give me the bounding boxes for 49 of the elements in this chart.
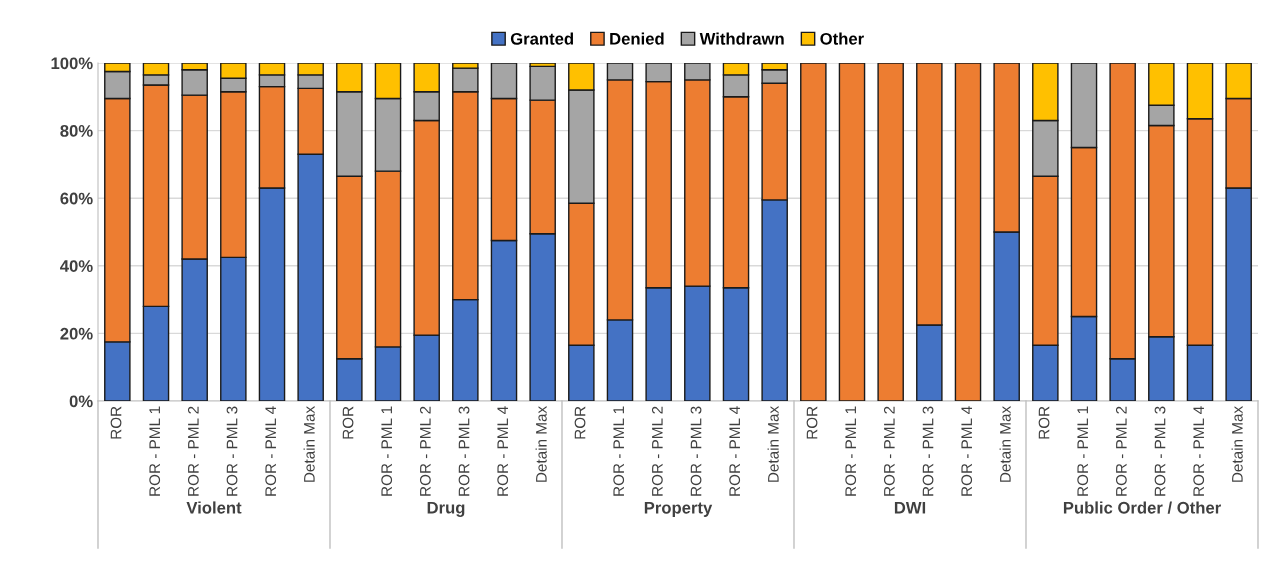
x-tick-label: ROR - PML 4 [265, 406, 277, 496]
legend-label: Denied [610, 32, 664, 45]
bar [800, 63, 827, 401]
x-tick-label: Detain Max [1231, 406, 1243, 482]
x-tick-label: ROR - PML 2 [187, 406, 199, 496]
text: Property [644, 502, 713, 517]
x-tick-label: Detain Max [303, 406, 315, 482]
text: Public Order / Other [1063, 501, 1221, 514]
x-tick-label: ROR - PML 2 [651, 406, 663, 496]
text: DWI [894, 502, 926, 514]
x-tick-label: Detain Max [767, 406, 779, 482]
x-tick-label: ROR - PML 4 [961, 406, 973, 496]
x-tick-label: Detain Max [999, 406, 1011, 482]
x-tick-label: ROR - PML 2 [883, 406, 895, 496]
y-tick-label: 80% [60, 125, 93, 137]
y-tick-label: 20% [60, 327, 93, 340]
bar [838, 63, 866, 401]
bar [954, 63, 982, 401]
x-tick-label: ROR - PML 4 [497, 406, 509, 496]
x-tick-label: ROR - PML 1 [1077, 406, 1089, 496]
x-tick-label: ROR - PML 3 [690, 406, 702, 496]
bar [877, 63, 904, 401]
x-tick-label: ROR - PML 4 [729, 406, 741, 496]
x-tick-label: ROR - PML 1 [845, 406, 857, 496]
y-tick-label: 100% [51, 57, 93, 70]
legend-label: Other [820, 32, 864, 45]
y-tick-label: 40% [60, 260, 93, 272]
x-tick-label: ROR [110, 406, 122, 439]
x-tick-label: ROR - PML 3 [458, 406, 470, 496]
x-tick-label: ROR - PML 1 [149, 406, 161, 496]
x-tick-label: ROR [1038, 406, 1050, 439]
x-tick-label: Detain Max [535, 406, 547, 482]
legend-label: Withdrawn [699, 32, 784, 45]
x-tick-label: ROR - PML 3 [226, 406, 238, 496]
text: Drug [427, 501, 465, 517]
x-tick-label: ROR - PML 1 [381, 406, 393, 496]
x-tick-label: ROR - PML 3 [1154, 406, 1166, 496]
x-tick-label: ROR [806, 406, 818, 439]
y-tick-label: 0% [69, 395, 93, 408]
x-tick-label: ROR - PML 2 [1115, 406, 1127, 496]
legend-label: Granted [510, 32, 573, 45]
x-tick-label: ROR [342, 406, 354, 439]
text: Violent [186, 501, 242, 514]
y-tick-label: 60% [60, 192, 93, 205]
x-tick-label: ROR - PML 3 [922, 406, 934, 496]
x-tick-label: ROR - PML 2 [419, 406, 431, 496]
x-tick-label: ROR - PML 4 [1193, 406, 1205, 496]
x-tick-label: ROR [574, 406, 586, 439]
x-tick-label: ROR - PML 1 [613, 406, 625, 496]
